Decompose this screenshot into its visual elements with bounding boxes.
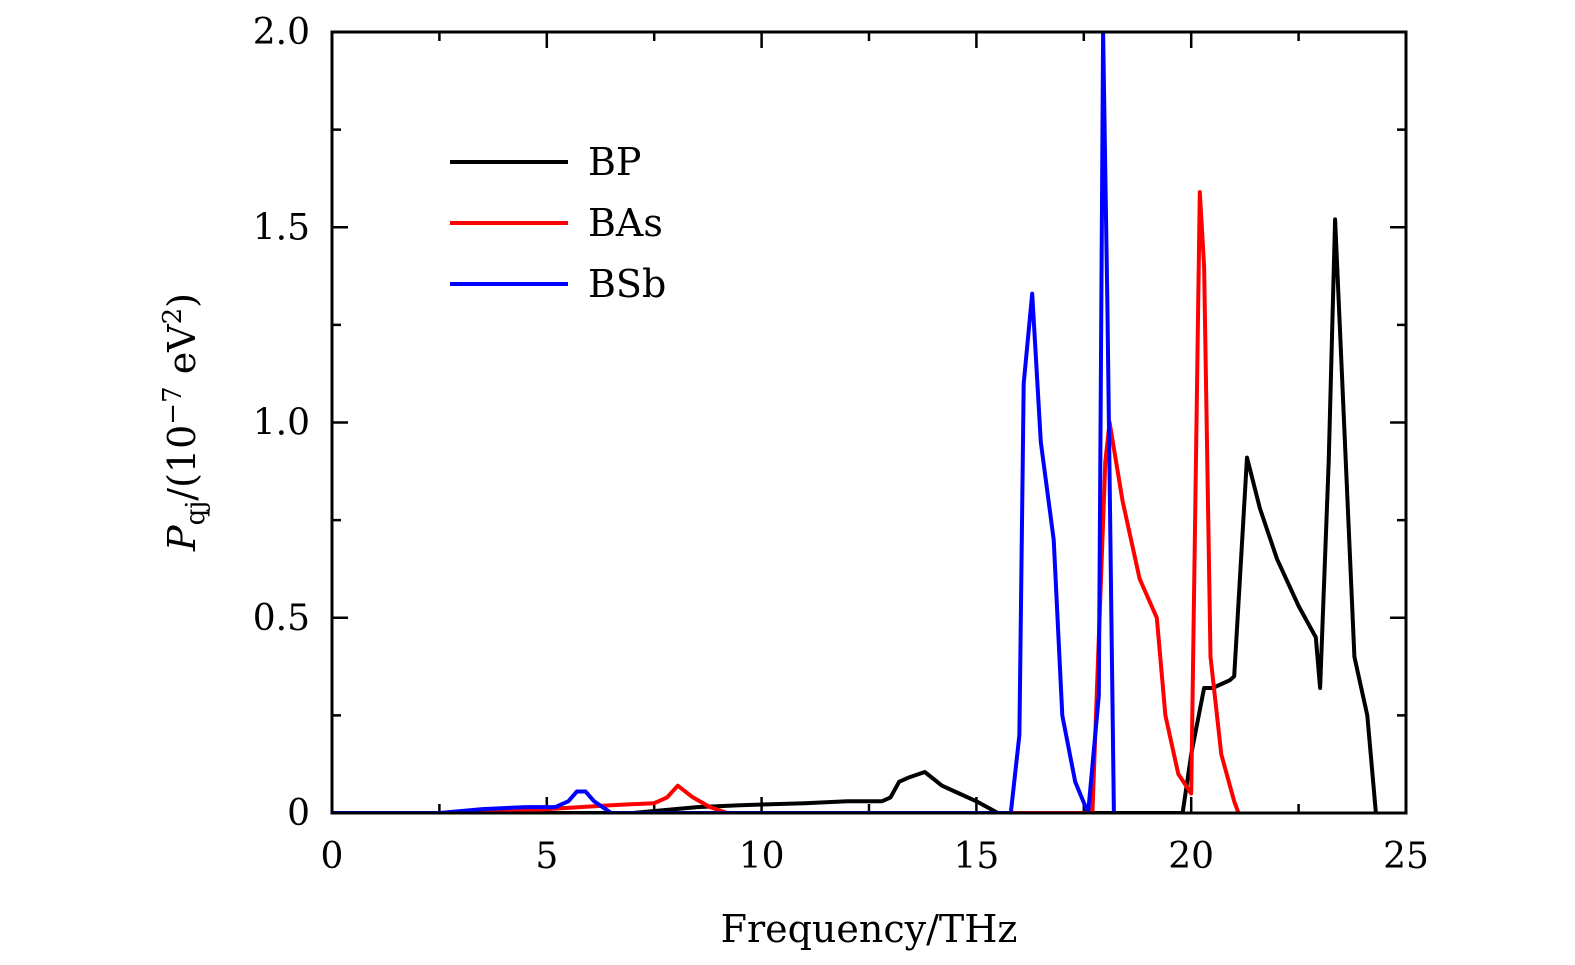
- x-tick-label: 5: [535, 836, 558, 877]
- y-axis-label-close: ): [160, 293, 204, 308]
- axis-tick-labels: 0 5 10 15 20 25 0 0.5 1.0 1.5 2.0: [253, 12, 1429, 877]
- legend: BP BAs BSb: [450, 140, 666, 306]
- x-tick-label: 25: [1383, 836, 1429, 877]
- x-tick-label: 0: [321, 836, 344, 877]
- series-line-bp: [332, 217, 1378, 813]
- axis-ticks: [330, 30, 1408, 815]
- data-series: [332, 32, 1378, 813]
- y-axis-label: Pqj/(10−7 eV2): [158, 293, 211, 552]
- svg-text:Pqj/(10−7 eV2): Pqj/(10−7 eV2): [158, 293, 211, 552]
- y-tick-label: 1.5: [253, 207, 310, 248]
- legend-label-bsb: BSb: [588, 262, 666, 306]
- y-tick-label: 1.0: [253, 403, 310, 444]
- legend-label-bp: BP: [588, 140, 642, 184]
- series-line-bas: [332, 190, 1241, 813]
- series-line-bsb: [332, 32, 1116, 813]
- x-tick-label: 20: [1168, 836, 1214, 877]
- y-tick-label: 0: [287, 793, 310, 834]
- y-axis-label-unit: eV: [160, 324, 204, 387]
- plot-frame: [330, 30, 1408, 815]
- y-axis-label-open: /(10: [160, 425, 204, 501]
- legend-label-bas: BAs: [588, 201, 663, 245]
- y-axis-label-unit-exponent: 2: [158, 308, 188, 325]
- y-tick-label: 0.5: [253, 598, 310, 639]
- y-axis-label-subscript: qj: [181, 501, 211, 526]
- x-axis-label: Frequency/THz: [721, 907, 1018, 951]
- x-tick-label: 15: [953, 836, 999, 877]
- y-axis-label-symbol: P: [160, 524, 204, 552]
- y-axis-label-exponent: −7: [158, 386, 188, 424]
- x-tick-label: 10: [739, 836, 785, 877]
- y-tick-label: 2.0: [253, 12, 310, 53]
